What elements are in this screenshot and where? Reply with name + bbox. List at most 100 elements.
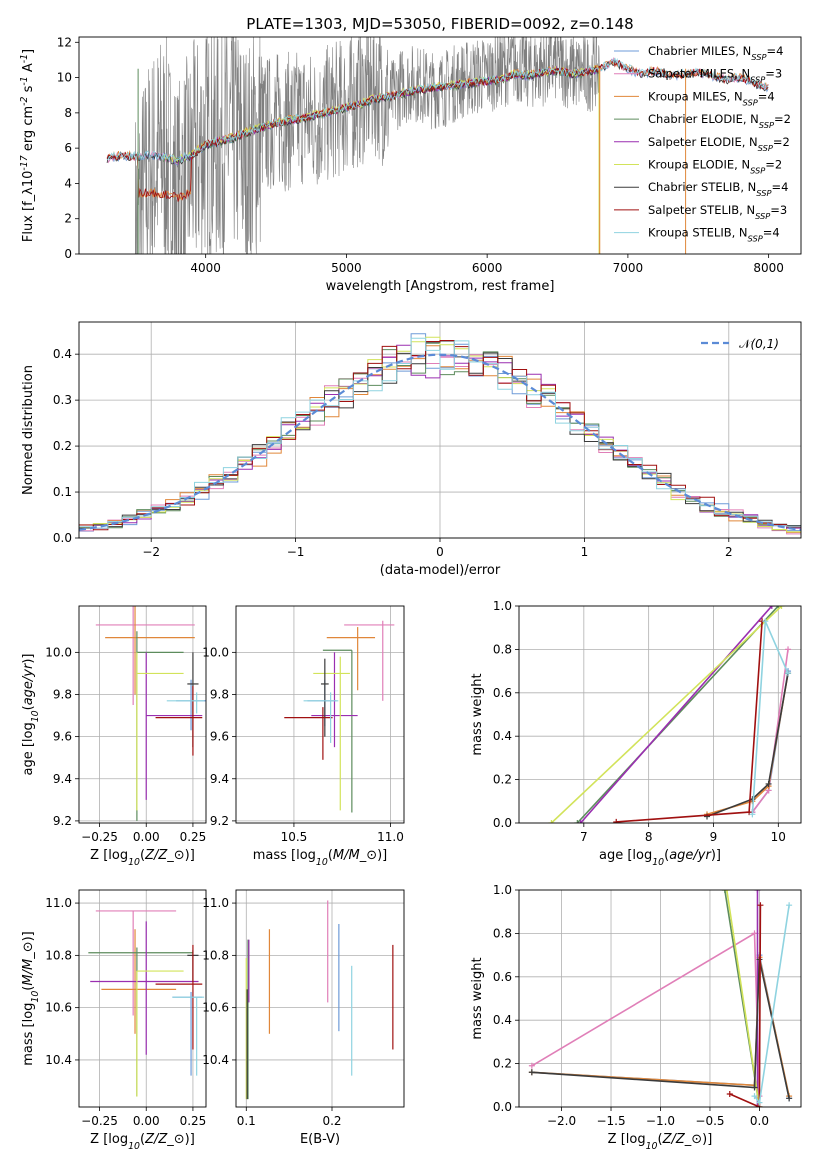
- y-tick-label: 9.2: [53, 814, 72, 828]
- error-bar-point: [90, 921, 199, 1055]
- x-tick-label: 8: [645, 830, 653, 844]
- y-tick-label: 10: [57, 71, 72, 85]
- y-tick-label: 1.0: [493, 599, 512, 613]
- age-vs-mass-panel: 10.5 11.0 9.2 9.4 9.6 9.8 10.0 mass [log10(M/M_…: [202, 605, 405, 868]
- y-tick-label: 0.2: [493, 1057, 512, 1071]
- plot-area: [245, 900, 394, 1100]
- mass-weight-line: [616, 621, 763, 823]
- x-axis-label: age [log10(age/yr)]: [599, 848, 721, 868]
- y-tick-label: 10.6: [202, 1001, 229, 1015]
- x-axis-label: Z [log10(Z/Z_⊙)]: [608, 1132, 713, 1152]
- error-bar-point: [105, 606, 195, 695]
- x-tick-label: 9: [710, 830, 718, 844]
- mass-weight-marker: [574, 820, 581, 823]
- x-tick-label: −0.25: [81, 830, 118, 844]
- legend-entry: Salpeter MILES, NSSP=3: [648, 67, 782, 85]
- observed-spectrum: [135, 37, 600, 254]
- axes-frame: [78, 605, 207, 824]
- legend-entry: Chabrier STELIB, NSSP=4: [648, 180, 788, 198]
- y-tick-label: 1.0: [493, 883, 512, 897]
- y-axis-label: Normed distribution: [21, 365, 36, 495]
- plot-area: [106, 37, 769, 254]
- model-spectrum-line: [106, 57, 769, 164]
- error-bar-point: [155, 686, 203, 756]
- y-tick-label: 0.6: [493, 686, 512, 700]
- error-bar-point: [303, 692, 339, 743]
- y-tick-label: 10.0: [202, 645, 229, 659]
- x-tick-label: −1.5: [596, 1114, 625, 1128]
- x-tick-label: −0.5: [695, 1114, 724, 1128]
- y-tick-label: 9.6: [210, 730, 229, 744]
- x-tick-label: 0.00: [133, 830, 160, 844]
- x-axis-label: mass [log10(M/M_⊙)]: [253, 848, 388, 868]
- mass-weight-marker: [785, 670, 792, 677]
- mass-weight-marker: [577, 820, 584, 823]
- y-tick-label: 11.0: [45, 896, 72, 910]
- x-tick-label: −1: [287, 545, 305, 559]
- plot-area: [548, 606, 792, 823]
- mass-vs-metallicity-panel: −0.25 0.00 0.25 10.4 10.6 10.8 11.0 Z [log10(Z/…: [21, 889, 207, 1152]
- y-tick-label: 8: [64, 106, 72, 120]
- x-axis-label: E(B-V): [300, 1132, 340, 1147]
- mass-weight-marker: [749, 811, 756, 818]
- error-bar-point: [326, 627, 376, 691]
- mass-weight-marker: [768, 606, 775, 609]
- x-tick-label: 8000: [753, 261, 784, 275]
- error-bar-point: [322, 649, 353, 813]
- mass-weight-marker: [786, 1095, 793, 1102]
- error-bar-point: [313, 656, 350, 811]
- mass-weight-marker: [754, 890, 761, 893]
- y-tick-label: 0.8: [493, 926, 512, 940]
- x-tick-label: 11.0: [377, 830, 404, 844]
- mass-weight-marker: [751, 930, 758, 937]
- error-bar-point: [172, 991, 203, 1076]
- mass-weight-line: [550, 606, 783, 823]
- y-tick-label: 0.6: [493, 970, 512, 984]
- mass-weight-marker: [765, 780, 772, 787]
- mass-weight-marker: [786, 902, 793, 909]
- mass-weight-marker: [754, 1104, 761, 1107]
- error-bar-point: [95, 910, 177, 1016]
- mass-weight-line: [726, 890, 761, 1107]
- error-bar-point: [95, 606, 195, 706]
- y-tick-label: 0.0: [493, 816, 512, 830]
- axes-frame: [518, 889, 802, 1108]
- residuals-panel: −2 −1 0 1 2 0.0 0.1 0.2 0.3 0.4 (data-model)/error…: [21, 321, 802, 578]
- mass-weight-line: [729, 905, 762, 1107]
- x-tick-label: 1: [581, 545, 589, 559]
- x-tick-label: 10: [771, 830, 786, 844]
- mass-weight-marker: [726, 1090, 733, 1097]
- y-tick-label: 0.2: [493, 773, 512, 787]
- error-bar-point: [320, 658, 329, 737]
- x-tick-label: −1.0: [646, 1114, 675, 1128]
- x-tick-label: 0.2: [322, 1114, 341, 1128]
- x-tick-label: 0.25: [180, 830, 207, 844]
- error-bar-point: [88, 947, 193, 1097]
- error-bar-point: [307, 679, 337, 727]
- error-bar-point: [166, 692, 205, 714]
- error-bar-point: [136, 631, 184, 821]
- y-tick-label: 10.4: [45, 1053, 72, 1067]
- axes-frame: [235, 889, 405, 1108]
- error-bar-point: [172, 996, 205, 1076]
- y-tick-label: 6: [64, 141, 72, 155]
- model-spectrum-line: [106, 59, 769, 202]
- y-tick-label: 4: [64, 176, 72, 190]
- y-tick-label: 10.4: [202, 1053, 229, 1067]
- plot-area: [88, 910, 205, 1097]
- error-bar-point: [145, 652, 203, 800]
- legend-entry: Chabrier ELODIE, NSSP=2: [648, 112, 791, 130]
- residual-histogram: [79, 340, 801, 531]
- y-tick-label: 0.4: [493, 729, 512, 743]
- x-tick-label: 0.25: [180, 1114, 207, 1128]
- y-tick-label: 9.4: [53, 772, 72, 786]
- error-bar-point: [136, 652, 184, 811]
- axes-frame: [78, 889, 207, 1108]
- y-tick-label: 9.8: [210, 687, 229, 701]
- plot-area: [79, 333, 801, 535]
- y-tick-label: 9.6: [53, 730, 72, 744]
- y-axis-label: Flux [f_λ10-17 erg cm-2 s-1 A-1]: [19, 49, 37, 242]
- y-axis-label: mass [log10(M/M_⊙)]: [21, 931, 41, 1066]
- figure-title: PLATE=1303, MJD=53050, FIBERID=0092, z=0…: [246, 15, 633, 33]
